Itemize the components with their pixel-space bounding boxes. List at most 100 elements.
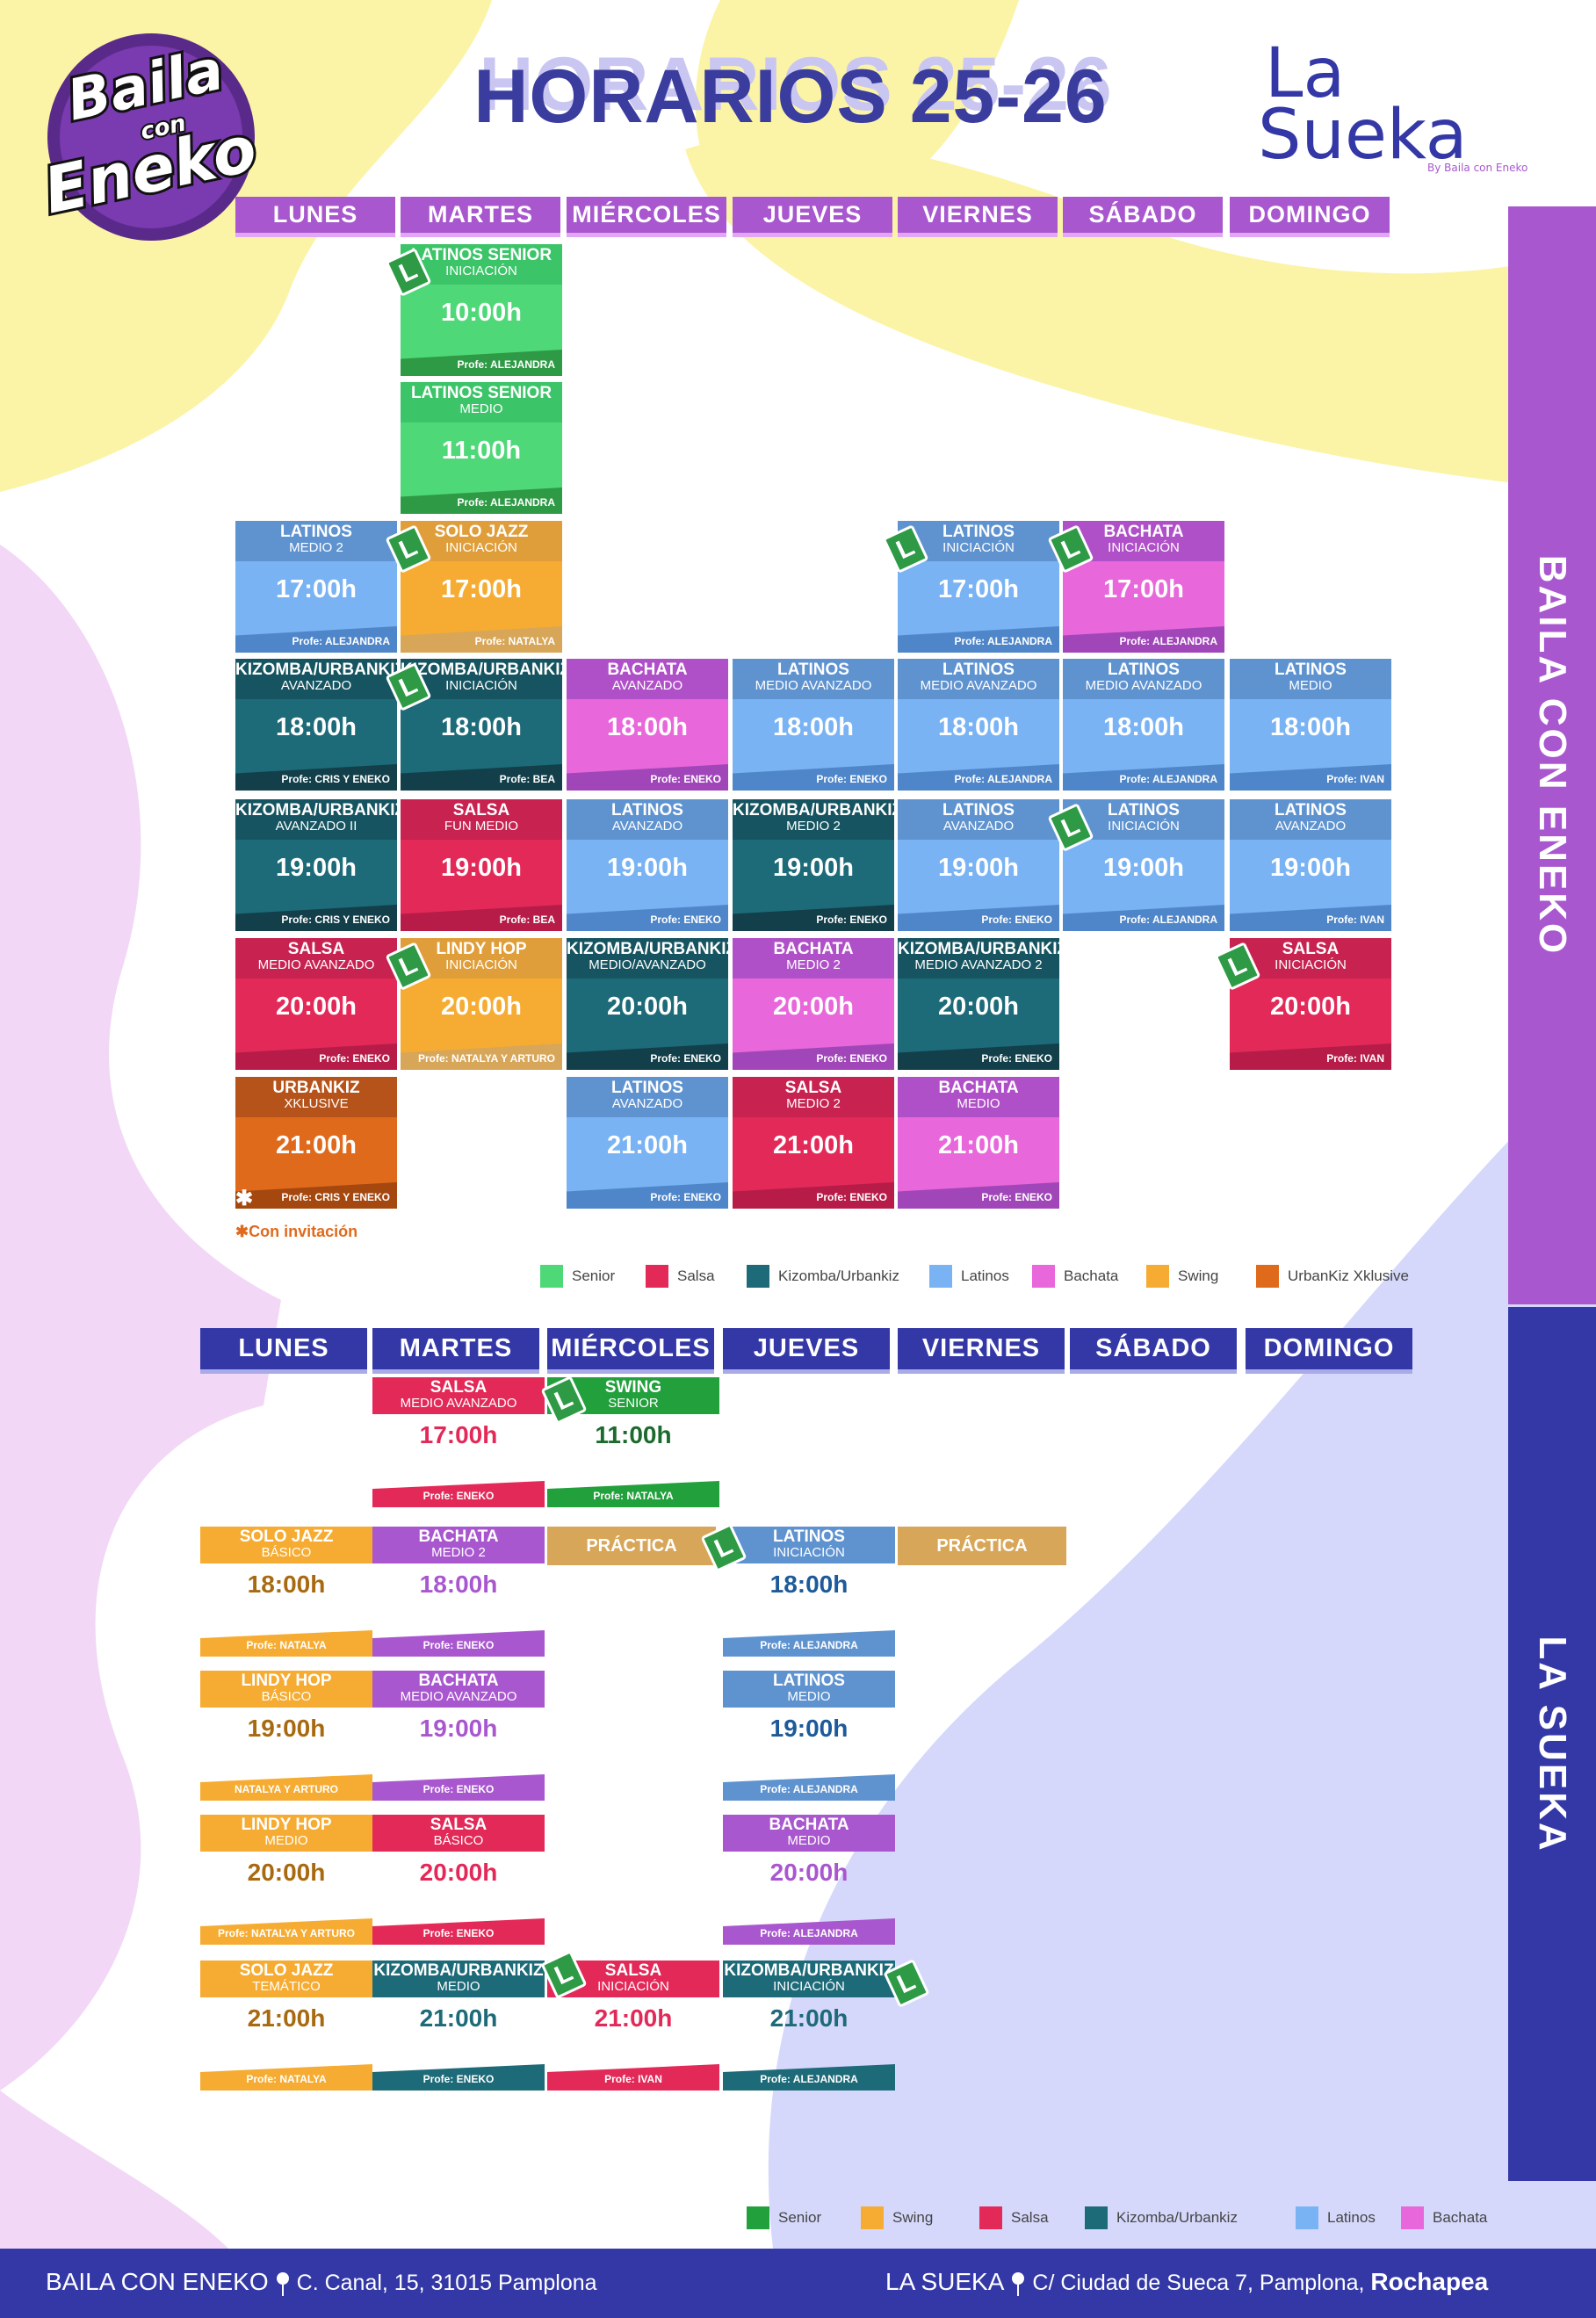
- class-card[interactable]: BACHATA AVANZADO 18:00h Profe: ENEKO: [567, 659, 728, 791]
- class-level: INICIACIÓN: [445, 264, 517, 278]
- legend-swatch: [540, 1265, 563, 1288]
- class-card[interactable]: SALSA INICIACIÓN 21:00h Profe: IVAN: [547, 1961, 719, 2092]
- class-card[interactable]: LINDY HOP MEDIO 20:00h Profe: NATALYA Y ART…: [200, 1815, 372, 1946]
- class-name: LATINOS SENIOR: [410, 384, 552, 402]
- class-name: SOLO JAZZ: [434, 523, 529, 541]
- class-name: KIZOMBA/URBANKIZ: [401, 661, 562, 679]
- class-card-header: LINDY HOP MEDIO: [200, 1815, 372, 1852]
- class-card[interactable]: BACHATA MEDIO 2 20:00h Profe: ENEKO: [733, 938, 894, 1070]
- class-name: LATINOS: [942, 523, 1015, 541]
- class-card[interactable]: KIZOMBA/URBANKIZ AVANZADO II 19:00h Profe: …: [235, 799, 397, 931]
- class-card[interactable]: LATINOS INICIACIÓN 18:00h Profe: ALEJANDRA: [723, 1527, 895, 1658]
- footer-left-address: C. Canal, 15, 31015 Pamplona: [296, 2271, 597, 2295]
- class-teacher: Profe: NATALYA Y ARTURO: [200, 1918, 372, 1945]
- class-card[interactable]: SWING SENIOR 11:00h Profe: NATALYA: [547, 1377, 719, 1509]
- class-time: 19:00h: [1103, 854, 1184, 882]
- class-card[interactable]: LATINOS MEDIO 18:00h Profe: IVAN: [1230, 659, 1391, 791]
- class-card[interactable]: LATINOS AVANZADO 21:00h Profe: ENEKO: [567, 1077, 728, 1209]
- class-name: KIZOMBA/URBANKIZ: [235, 801, 397, 820]
- class-card[interactable]: LATINOS MEDIO AVANZADO 18:00h Profe: ENEKO: [733, 659, 894, 791]
- class-teacher: Profe: ALEJANDRA: [954, 773, 1052, 785]
- class-card[interactable]: LATINOS AVANZADO 19:00h Profe: IVAN: [1230, 799, 1391, 931]
- class-teacher: Profe: ENEKO: [650, 773, 721, 785]
- class-time: 18:00h: [773, 713, 854, 741]
- class-card[interactable]: LATINOS MEDIO 19:00h Profe: ALEJANDRA: [723, 1671, 895, 1802]
- day-header-4: VIERNES: [898, 1328, 1065, 1374]
- legend-item: Kizomba/Urbankiz: [747, 1265, 899, 1288]
- class-card-header: [898, 1077, 1059, 1117]
- class-card[interactable]: KIZOMBA/URBANKIZ INICIACIÓN 21:00h Profe: A…: [723, 1961, 895, 2092]
- class-card[interactable]: KIZOMBA/URBANKIZ MEDIO 2 19:00h Profe: ENEK…: [733, 799, 894, 931]
- class-card[interactable]: LATINOS AVANZADO 19:00h Profe: ENEKO: [567, 799, 728, 931]
- footer-right-name: LA SUEKA: [885, 2268, 1005, 2295]
- class-card[interactable]: LATINOS AVANZADO 19:00h Profe: ENEKO: [898, 799, 1059, 931]
- class-time: 17:00h: [938, 575, 1019, 603]
- class-name: LATINOS: [280, 523, 352, 541]
- class-teacher: Profe: CRIS Y ENEKO: [281, 773, 390, 785]
- class-card-header: [1063, 659, 1224, 699]
- class-card[interactable]: SALSA MEDIO AVANZADO 17:00h Profe: ENEKO: [372, 1377, 545, 1509]
- class-card[interactable]: LINDY HOP INICIACIÓN 20:00h Profe: NATALYA …: [401, 938, 562, 1070]
- class-card[interactable]: BACHATA MEDIO 2 18:00h Profe: ENEKO: [372, 1527, 545, 1658]
- class-card[interactable]: SOLO JAZZ INICIACIÓN 17:00h Profe: NATALYA: [401, 521, 562, 653]
- class-time: 19:00h: [419, 1715, 498, 1742]
- class-card[interactable]: SALSA INICIACIÓN 20:00h Profe: IVAN: [1230, 938, 1391, 1070]
- class-card[interactable]: KIZOMBA/URBANKIZ INICIACIÓN 18:00h Profe: B…: [401, 659, 562, 791]
- class-level: MEDIO: [787, 1689, 831, 1704]
- legend-swatch: [929, 1265, 952, 1288]
- class-card-header: [733, 938, 894, 978]
- class-time: 18:00h: [938, 713, 1019, 741]
- class-card[interactable]: KIZOMBA/URBANKIZ MEDIO 21:00h Profe: ENEKO: [372, 1961, 545, 2092]
- class-card[interactable]: BACHATA INICIACIÓN 17:00h Profe: ALEJANDRA: [1063, 521, 1224, 653]
- class-card[interactable]: LATINOS INICIACIÓN 19:00h Profe: ALEJANDRA: [1063, 799, 1224, 931]
- class-level: MEDIO 2: [786, 957, 841, 972]
- class-card[interactable]: BACHATA MEDIO AVANZADO 19:00h Profe: ENEKO: [372, 1671, 545, 1802]
- class-teacher: Profe: ALEJANDRA: [723, 1630, 895, 1657]
- class-card[interactable]: BACHATA MEDIO 20:00h Profe: ALEJANDRA: [723, 1815, 895, 1946]
- class-card[interactable]: SALSA BÁSICO 20:00h Profe: ENEKO: [372, 1815, 545, 1946]
- class-level: MEDIO AVANZADO: [257, 957, 375, 972]
- sidebar-top-label: BAILA CON ENEKO: [1531, 554, 1574, 957]
- day-header-0: LUNES: [235, 197, 395, 237]
- day-header-5: SÁBADO: [1063, 197, 1223, 237]
- class-name: LINDY HOP: [436, 940, 527, 958]
- legend-item: Bachata: [1032, 1265, 1118, 1288]
- class-card[interactable]: LATINOS MEDIO AVANZADO 18:00h Profe: ALEJAN…: [1063, 659, 1224, 791]
- class-level: AVANZADO: [611, 1096, 683, 1111]
- class-card[interactable]: LATINOS SENIOR INICIACIÓN 10:00h Profe: ALE…: [401, 244, 562, 376]
- class-time: 11:00h: [441, 437, 522, 465]
- class-card[interactable]: LATINOS INICIACIÓN 17:00h Profe: ALEJANDRA: [898, 521, 1059, 653]
- class-level: MEDIO: [1289, 678, 1332, 693]
- class-card[interactable]: KIZOMBA/URBANKIZ MEDIO/AVANZADO 20:00h Prof…: [567, 938, 728, 1070]
- class-name: SOLO JAZZ: [239, 1527, 334, 1546]
- legend-swatch: [1085, 2206, 1108, 2229]
- class-card[interactable]: SOLO JAZZ BÁSICO 18:00h Profe: NATALYA: [200, 1527, 372, 1658]
- class-time: 21:00h: [276, 1131, 357, 1159]
- class-card[interactable]: LATINOS MEDIO AVANZADO 18:00h Profe: ALEJAN…: [898, 659, 1059, 791]
- legend-swatch: [747, 1265, 769, 1288]
- class-card[interactable]: SALSA MEDIO AVANZADO 20:00h Profe: ENEKO: [235, 938, 397, 1070]
- class-name: LATINOS: [1108, 661, 1180, 679]
- class-card[interactable]: URBANKIZ XKLUSIVE 21:00h Profe: CRIS Y ENEK…: [235, 1077, 397, 1209]
- class-card[interactable]: SOLO JAZZ TEMÁTICO 21:00h Profe: NATALYA: [200, 1961, 372, 2092]
- class-time: 18:00h: [769, 1571, 849, 1598]
- legend-swatch: [1146, 1265, 1169, 1288]
- class-teacher: Profe: BEA: [499, 913, 555, 926]
- class-time: 19:00h: [247, 1715, 326, 1742]
- class-name: LATINOS: [773, 1672, 845, 1690]
- class-card[interactable]: SALSA MEDIO 2 21:00h Profe: ENEKO: [733, 1077, 894, 1209]
- legend-item: Swing: [861, 2206, 933, 2229]
- class-card[interactable]: LATINOS SENIOR MEDIO 11:00h Profe: ALEJANDR…: [401, 382, 562, 514]
- class-card-header: KIZOMBA/URBANKIZ INICIACIÓN: [723, 1961, 895, 1997]
- class-card[interactable]: KIZOMBA/URBANKIZ MEDIO AVANZADO 2 20:00h Pr…: [898, 938, 1059, 1070]
- day-header-0: LUNES: [200, 1328, 367, 1374]
- practica-block: PRÁCTICA: [547, 1527, 716, 1565]
- class-card[interactable]: BACHATA MEDIO 21:00h Profe: ENEKO: [898, 1077, 1059, 1209]
- legend-label: Swing: [892, 2209, 934, 2226]
- class-card[interactable]: LINDY HOP BÁSICO 19:00h NATALYA Y ARTURO: [200, 1671, 372, 1802]
- class-level: MEDIO AVANZADO 2: [914, 957, 1043, 972]
- class-teacher: Profe: NATALYA: [474, 635, 555, 647]
- class-card[interactable]: KIZOMBA/URBANKIZ AVANZADO 18:00h Profe: CRI…: [235, 659, 397, 791]
- class-card[interactable]: LATINOS MEDIO 2 17:00h Profe: ALEJANDRA: [235, 521, 397, 653]
- class-card[interactable]: SALSA FUN MEDIO 19:00h Profe: BEA: [401, 799, 562, 931]
